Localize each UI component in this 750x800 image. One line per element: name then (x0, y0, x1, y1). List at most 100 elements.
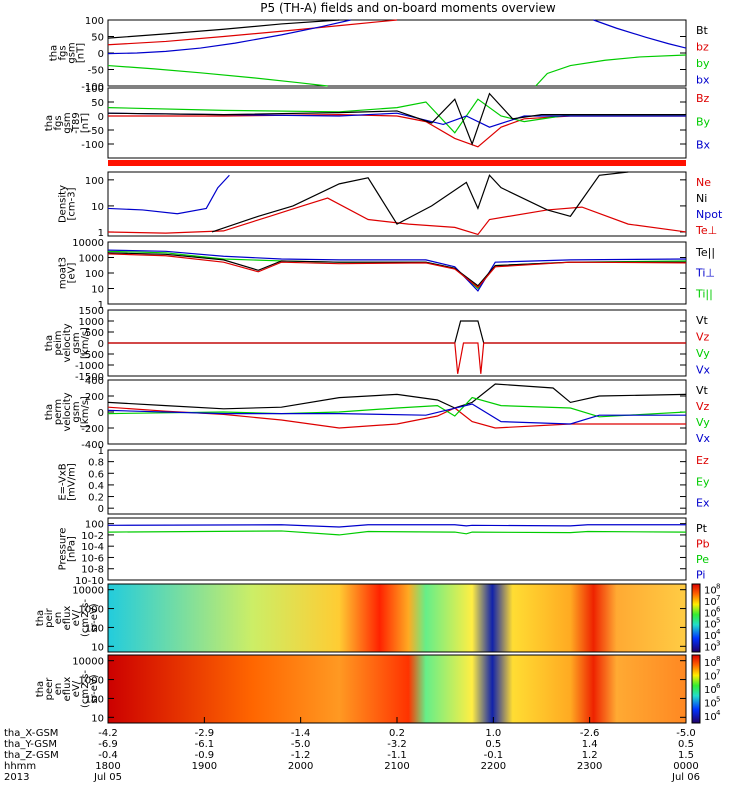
x-tick-label: 0.2 (389, 728, 405, 739)
y-tick-label: 0.8 (88, 458, 104, 469)
colorbar-exponent: 5 (716, 617, 720, 625)
x-row-label: hhmm (4, 761, 36, 772)
series-by (107, 64, 328, 87)
y-tick-label: 1 (98, 228, 104, 239)
series-Vt (107, 383, 687, 410)
colorbar-exponent: 7 (716, 668, 720, 676)
series-Te⊥ (107, 253, 687, 289)
x-tick-label: 0.5 (485, 739, 501, 750)
y-tick-label: 10-2 (81, 531, 104, 542)
y-axis-label: [km/s] (80, 396, 91, 428)
legend-Ni: Ni (696, 192, 707, 205)
y-tick-label: 0.6 (88, 469, 104, 480)
y-axis-label: eV/ (71, 680, 82, 697)
y-axis-label: peir (44, 607, 55, 627)
x-date-label: Jul 06 (671, 772, 700, 783)
panel-frame (107, 449, 687, 515)
x-tick-label: -5.0 (676, 728, 696, 739)
series-Pi (107, 524, 686, 528)
y-axis-label: [nT] (76, 43, 87, 63)
y-tick-label: 0 (98, 112, 104, 123)
series-bx (107, 19, 351, 55)
series-Vt (108, 320, 686, 344)
y-tick-label: 0 (98, 504, 104, 515)
y-tick-label: 0 (98, 339, 104, 350)
colorbar-label: 10 (704, 671, 717, 682)
y-tick-label: 0 (98, 49, 104, 60)
y-tick-label: 1000 (79, 605, 104, 616)
y-tick-label: 100 (85, 623, 104, 634)
legend-Pe: Pe (696, 553, 709, 566)
y-tick-label: 100 (85, 84, 104, 95)
legend-Ti||: Ti|| (695, 287, 713, 300)
y-tick-label: -100 (81, 140, 104, 151)
y-axis-label: [eV] (67, 263, 78, 284)
y-axis-label: gsm (62, 112, 73, 133)
y-axis-label: Pressure (58, 528, 69, 571)
colorbar-exponent: 4 (716, 709, 721, 717)
colorbar-exponent: 6 (716, 682, 721, 690)
y-tick-label: 100 (85, 694, 104, 705)
y-axis-label: fgs (58, 45, 69, 60)
colorbar-label: 10 (704, 642, 717, 653)
y-axis-label: [cm-3] (67, 187, 78, 220)
y-axis-label: tha (35, 610, 46, 626)
legend-Vz: Vz (696, 400, 710, 413)
x-date-label: Jul 05 (93, 772, 122, 783)
colorbar-label: 10 (704, 631, 717, 642)
legend-Vt: Vt (696, 384, 709, 397)
panel-frame (107, 87, 687, 159)
x-tick-label: -1.1 (387, 750, 407, 761)
x-tick-label: -6.1 (195, 739, 215, 750)
y-tick-label: 100 (85, 176, 104, 187)
y-axis-label: eflux (62, 606, 73, 631)
colorbar-label: 10 (704, 658, 717, 669)
series-Bz (108, 113, 686, 148)
colorbar (691, 583, 701, 653)
y-axis-label: (cm2-s- (80, 599, 91, 637)
x-tick-label: 1.4 (582, 739, 598, 750)
legend-Vy: Vy (696, 347, 710, 360)
x-tick-label: 1.5 (678, 750, 694, 761)
y-tick-label: 10000 (72, 586, 104, 597)
y-axis-label: en (53, 612, 64, 625)
colorbar-exponent: 8 (716, 583, 720, 591)
series-Vy (107, 396, 687, 418)
x-tick-label: -2.9 (195, 728, 215, 739)
y-tick-label: 50 (91, 33, 104, 44)
y-tick-label: 50 (91, 98, 104, 109)
y-axis-label: eV/ (71, 609, 82, 626)
y-tick-label: 10 (91, 285, 104, 296)
colorbar-exponent: 4 (716, 628, 721, 636)
y-tick-label: 500 (85, 328, 104, 339)
y-axis-label: -T89 (71, 112, 82, 134)
legend-Vx: Vx (696, 432, 711, 445)
series-Bx (107, 112, 686, 128)
y-tick-label: 1500 (79, 306, 104, 317)
x-tick-label: -5.0 (291, 739, 311, 750)
colorbar-exponent: 8 (716, 655, 720, 663)
legend-Vx: Vx (696, 364, 711, 377)
x-tick-label: 0000 (673, 761, 698, 772)
y-tick-label: -1000 (75, 361, 104, 372)
mode-bar (108, 160, 686, 166)
x-tick-label: 0.5 (678, 739, 694, 750)
y-axis-label: tha (44, 335, 55, 351)
y-axis-label: eflux (62, 677, 73, 702)
legend-Vz: Vz (696, 331, 710, 344)
colorbar-label: 10 (704, 620, 717, 631)
x-tick-label: 1.0 (485, 728, 501, 739)
x-tick-label: -3.2 (387, 739, 407, 750)
y-tick-label: 0.2 (88, 493, 104, 504)
y-tick-label: 100 (85, 269, 104, 280)
y-axis-label: peim (53, 330, 64, 355)
y-axis-label: gsm (71, 401, 82, 422)
y-axis-label: en (53, 683, 64, 696)
x-row-label: tha_Z-GSM (4, 750, 59, 761)
y-tick-label: -1500 (75, 372, 104, 383)
